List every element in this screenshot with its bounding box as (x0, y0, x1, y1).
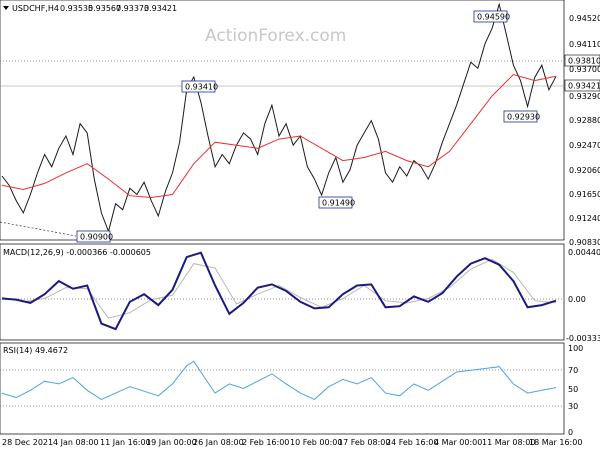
macd-signal-line (1, 258, 557, 319)
price-panel: ActionForex.com USDCHF,H4 0.93535 0.9356… (0, 0, 600, 247)
price-annotation-mid-low: 0.92930 (503, 110, 540, 123)
price-series-line (1, 2, 557, 234)
rsi-plot-frame (0, 342, 565, 435)
time-tick: 24 Feb 16:00 (386, 438, 438, 447)
symbol-header: USDCHF,H4 0.93535 0.93567 0.93373 0.9342… (3, 4, 177, 13)
rsi-tick: 70 (568, 366, 578, 375)
time-axis: 28 Dec 2021 4 Jan 08:00 11 Jan 16:00 19 … (2, 438, 582, 447)
dropdown-triangle-icon[interactable] (3, 6, 9, 10)
time-tick: 28 Dec 2021 (2, 438, 53, 447)
svg-text:0.90900: 0.90900 (80, 233, 113, 242)
macd-tick: 0.00 (568, 295, 586, 304)
trend-line (0, 221, 77, 237)
rsi-tick: 50 (568, 385, 578, 394)
time-tick: 11 Jan 16:00 (100, 438, 151, 447)
rsi-title: RSI(14) 49.4672 (3, 346, 68, 355)
time-tick: 10 Feb 00:00 (290, 438, 342, 447)
rsi-line (1, 360, 557, 400)
time-tick: 4 Jan 08:00 (53, 438, 99, 447)
time-tick: 11 Mar 08:00 (482, 438, 535, 447)
svg-text:0.94590: 0.94590 (477, 13, 510, 22)
resistance-price-tag: 0.93810 (564, 54, 600, 67)
price-annotation-lowest: 0.90900 (76, 230, 113, 243)
macd-panel: MACD(12,26,9) -0.000366 -0.000605 0.0044… (0, 243, 600, 343)
price-annotation-low: 0.91490 (318, 196, 355, 209)
current-price-tag: 0.93421 (564, 79, 600, 92)
macd-tick: 0.004403 (568, 248, 600, 257)
price-tick: 0.91650 (569, 190, 600, 199)
time-tick: 17 Feb 08:00 (338, 438, 390, 447)
macd-line (1, 251, 557, 331)
macd-tick: -0.003338 (566, 334, 600, 343)
price-tick: 0.92880 (569, 116, 600, 125)
rsi-tick: 0 (568, 428, 573, 437)
watermark: ActionForex.com (205, 26, 346, 46)
moving-average-line (1, 73, 557, 199)
price-annotation-high: 0.94590 (473, 10, 510, 23)
time-tick: 4 Mar 00:00 (434, 438, 482, 447)
time-tick: 19 Jan 00:00 (146, 438, 197, 447)
price-tick: 0.92060 (569, 166, 600, 175)
price-plot-frame (0, 0, 565, 241)
svg-text:0.93810: 0.93810 (568, 57, 600, 66)
rsi-tick: 30 (568, 402, 578, 411)
price-tick: 0.93700 (569, 65, 600, 74)
price-axis: 0.94520 0.94110 0.93700 0.93290 0.92880 … (564, 14, 600, 247)
ohlc-close: 0.93421 (144, 4, 177, 13)
svg-text:0.91490: 0.91490 (322, 199, 355, 208)
macd-axis: 0.004403 0.00 -0.003338 (566, 248, 600, 343)
rsi-tick: 100 (568, 344, 583, 353)
macd-plot-frame (0, 243, 565, 341)
price-tick: 0.90830 (569, 238, 600, 247)
price-tick: 0.93290 (569, 92, 600, 101)
macd-title: MACD(12,26,9) -0.000366 -0.000605 (3, 248, 151, 257)
ohlc-open: 0.93535 (60, 4, 93, 13)
svg-text:0.92930: 0.92930 (507, 113, 540, 122)
svg-text:0.93421: 0.93421 (568, 82, 600, 91)
time-tick: 26 Jan 08:00 (193, 438, 244, 447)
ohlc-low: 0.93373 (116, 4, 149, 13)
symbol-title: USDCHF,H4 (12, 4, 59, 13)
svg-text:0.93410: 0.93410 (185, 83, 218, 92)
price-tick: 0.92470 (569, 141, 600, 150)
ohlc-high: 0.93567 (88, 4, 121, 13)
price-tick: 0.94520 (569, 14, 600, 23)
rsi-panel: RSI(14) 49.4672 100 70 50 30 0 (0, 342, 583, 437)
price-annotation-mid-high: 0.93410 (181, 80, 218, 93)
time-tick: 2 Feb 16:00 (242, 438, 289, 447)
price-tick: 0.91240 (569, 214, 600, 223)
time-tick: 18 Mar 16:00 (529, 438, 582, 447)
rsi-axis: 100 70 50 30 0 (568, 344, 583, 437)
price-tick: 0.94110 (569, 40, 600, 49)
